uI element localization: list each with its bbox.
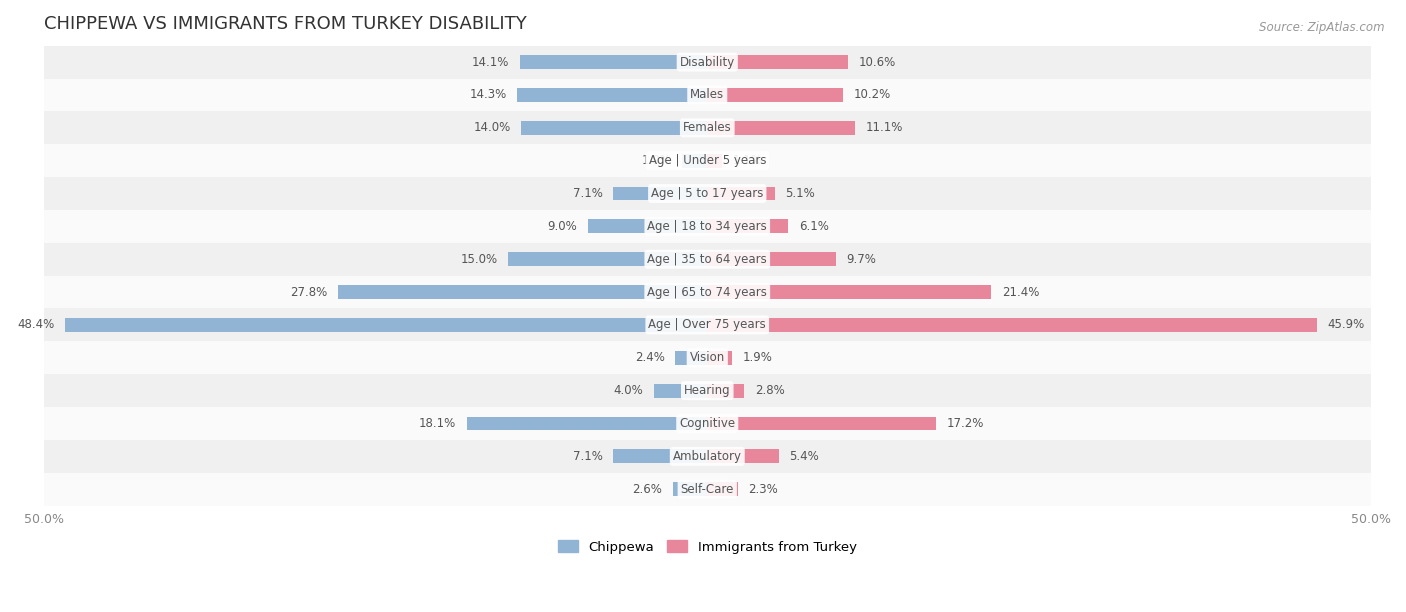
Text: 45.9%: 45.9% [1327,318,1364,332]
Text: 14.3%: 14.3% [470,89,506,102]
Text: Hearing: Hearing [683,384,731,397]
Bar [44,374,1371,407]
Text: 4.0%: 4.0% [614,384,644,397]
Text: 9.0%: 9.0% [547,220,578,233]
Bar [707,482,738,496]
Bar [44,78,1371,111]
Text: 2.6%: 2.6% [633,483,662,496]
Text: Females: Females [683,121,731,134]
Text: 15.0%: 15.0% [460,253,498,266]
Text: 10.2%: 10.2% [853,89,890,102]
Bar [44,243,1371,275]
Bar [44,177,1371,210]
Text: 1.9%: 1.9% [744,351,773,364]
Bar [44,111,1371,144]
Text: 2.4%: 2.4% [636,351,665,364]
Bar [588,220,707,233]
Text: Age | 65 to 74 years: Age | 65 to 74 years [647,286,768,299]
Text: Source: ZipAtlas.com: Source: ZipAtlas.com [1260,21,1385,34]
Text: Males: Males [690,89,724,102]
Bar [613,187,707,200]
Bar [44,341,1371,374]
Bar [675,351,707,365]
Bar [44,46,1371,78]
Bar [44,144,1371,177]
Text: Self-Care: Self-Care [681,483,734,496]
Bar [707,318,1316,332]
Bar [508,252,707,266]
Text: Age | Over 75 years: Age | Over 75 years [648,318,766,332]
Bar [707,417,935,430]
Text: Disability: Disability [679,56,735,69]
Bar [517,88,707,102]
Text: CHIPPEWA VS IMMIGRANTS FROM TURKEY DISABILITY: CHIPPEWA VS IMMIGRANTS FROM TURKEY DISAB… [44,15,526,33]
Text: Age | 35 to 64 years: Age | 35 to 64 years [647,253,768,266]
Text: 17.2%: 17.2% [946,417,984,430]
Bar [44,472,1371,506]
Text: Age | 5 to 17 years: Age | 5 to 17 years [651,187,763,200]
Bar [522,121,707,135]
Bar [707,187,775,200]
Text: Cognitive: Cognitive [679,417,735,430]
Bar [707,252,837,266]
Bar [613,449,707,463]
Bar [707,154,721,168]
Bar [44,308,1371,341]
Text: 7.1%: 7.1% [572,187,602,200]
Bar [339,285,707,299]
Bar [707,351,733,365]
Bar [707,220,789,233]
Text: 1.9%: 1.9% [641,154,672,167]
Text: 10.6%: 10.6% [859,56,896,69]
Bar [672,482,707,496]
Text: Age | 18 to 34 years: Age | 18 to 34 years [647,220,768,233]
Bar [707,88,842,102]
Text: 1.1%: 1.1% [733,154,762,167]
Text: 18.1%: 18.1% [419,417,457,430]
Bar [707,121,855,135]
Text: 2.8%: 2.8% [755,384,785,397]
Bar [707,55,848,69]
Text: 14.0%: 14.0% [474,121,510,134]
Bar [44,210,1371,243]
Text: 48.4%: 48.4% [17,318,55,332]
Bar [520,55,707,69]
Bar [707,384,744,398]
Legend: Chippewa, Immigrants from Turkey: Chippewa, Immigrants from Turkey [553,535,862,559]
Text: 5.1%: 5.1% [786,187,815,200]
Text: 27.8%: 27.8% [291,286,328,299]
Bar [44,407,1371,440]
Bar [654,384,707,398]
Text: 11.1%: 11.1% [865,121,903,134]
Text: Age | Under 5 years: Age | Under 5 years [648,154,766,167]
Bar [44,275,1371,308]
Text: 14.1%: 14.1% [472,56,509,69]
Text: Vision: Vision [689,351,725,364]
Bar [44,440,1371,472]
Bar [682,154,707,168]
Text: 6.1%: 6.1% [799,220,828,233]
Bar [707,449,779,463]
Text: 2.3%: 2.3% [748,483,778,496]
Text: 7.1%: 7.1% [572,450,602,463]
Text: 9.7%: 9.7% [846,253,876,266]
Bar [707,285,991,299]
Text: 21.4%: 21.4% [1002,286,1039,299]
Text: Ambulatory: Ambulatory [672,450,742,463]
Bar [65,318,707,332]
Bar [467,417,707,430]
Text: 5.4%: 5.4% [790,450,820,463]
